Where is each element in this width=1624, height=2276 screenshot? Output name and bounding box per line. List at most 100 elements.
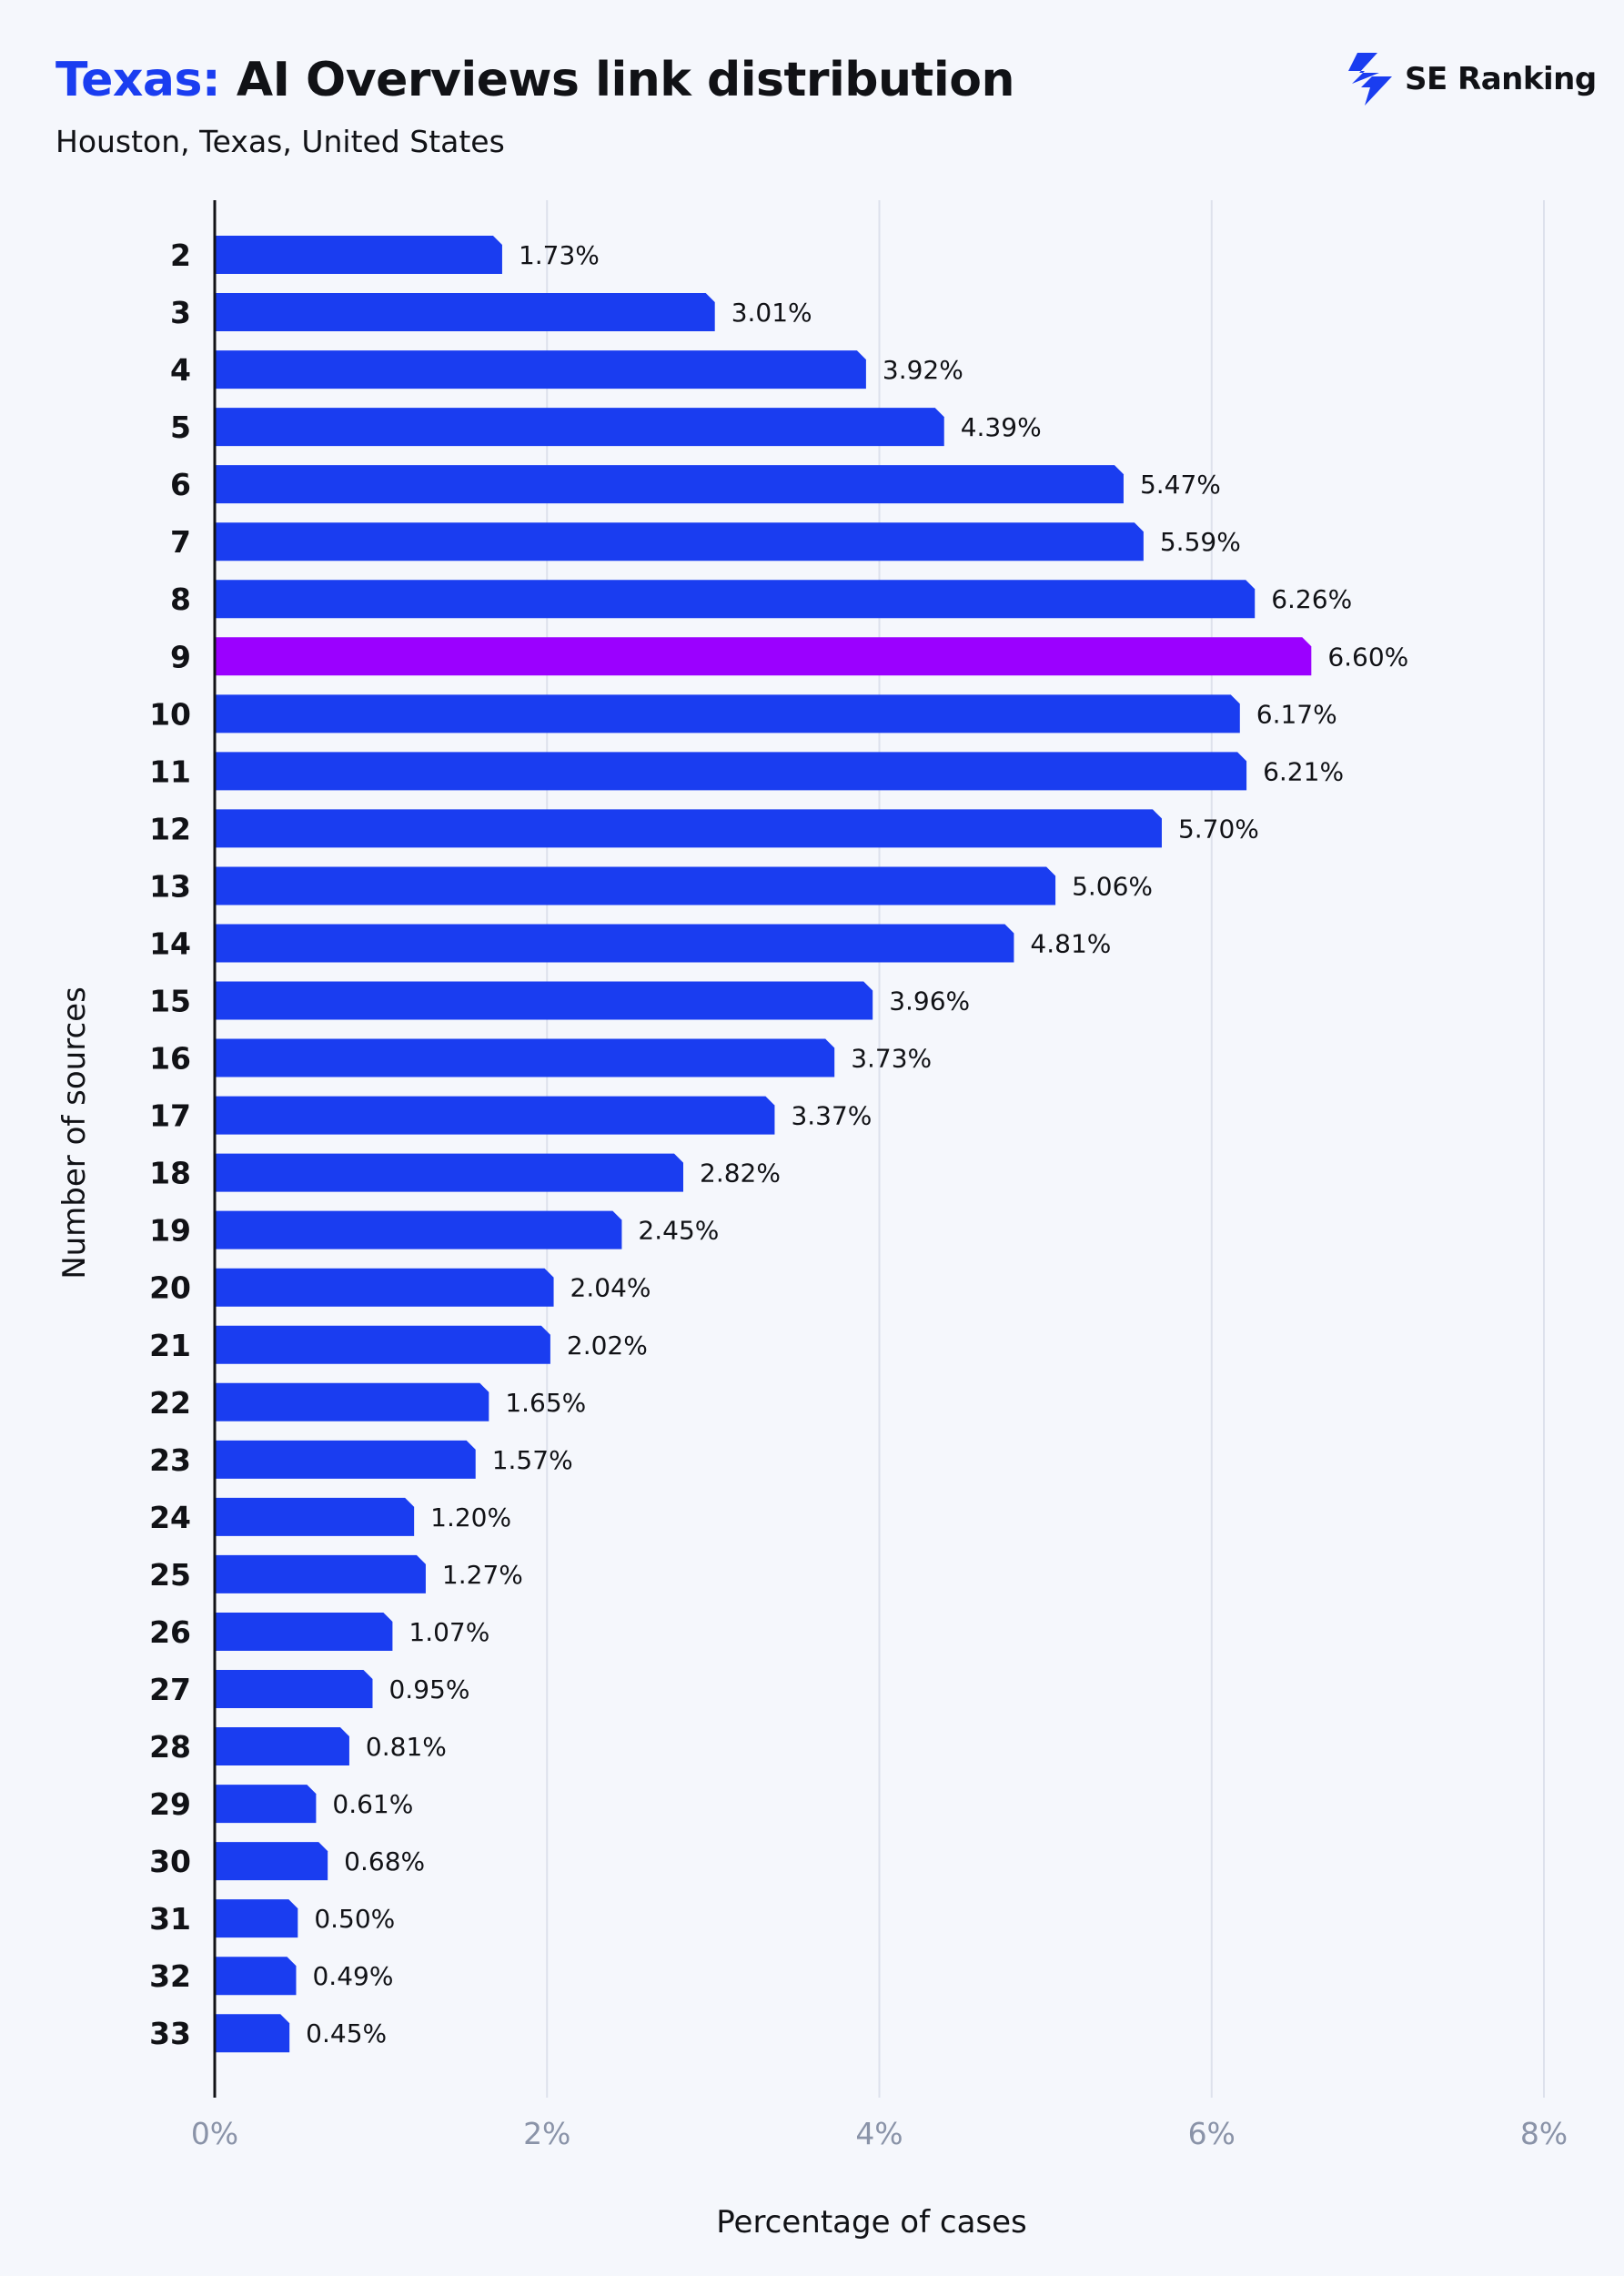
chart-title-accent: Texas: xyxy=(55,53,221,107)
category-label: 12 xyxy=(149,811,191,846)
data-label: 0.49% xyxy=(312,1961,393,1991)
category-label: 10 xyxy=(149,696,191,732)
category-label: 8 xyxy=(170,582,191,617)
category-label: 30 xyxy=(149,1844,191,1879)
data-label: 2.04% xyxy=(570,1273,651,1303)
bar xyxy=(215,1727,349,1766)
x-tick-labels: 0% 2% 4% 6% 8% xyxy=(191,2116,1568,2151)
category-label: 27 xyxy=(149,1672,191,1707)
bar xyxy=(215,1268,554,1307)
data-label: 0.68% xyxy=(344,1846,425,1876)
bar xyxy=(215,752,1247,791)
data-label: 0.45% xyxy=(306,2018,387,2048)
category-label: 18 xyxy=(149,1156,191,1191)
bar xyxy=(215,1899,298,1938)
bar xyxy=(215,1153,684,1192)
data-label: 5.47% xyxy=(1140,470,1221,500)
bar xyxy=(215,1497,415,1536)
data-label: 6.60% xyxy=(1327,642,1408,672)
bar xyxy=(215,580,1256,619)
category-label: 5 xyxy=(170,410,191,445)
bar xyxy=(215,408,944,447)
data-label: 1.73% xyxy=(519,240,600,270)
data-label: 2.82% xyxy=(700,1158,781,1189)
data-label: 6.21% xyxy=(1263,756,1344,786)
bar xyxy=(215,1554,426,1593)
bar xyxy=(215,1440,476,1479)
bar xyxy=(215,924,1014,963)
category-label: 6 xyxy=(170,467,191,502)
bar xyxy=(215,1038,835,1077)
bar xyxy=(215,809,1162,848)
chart-title: Texas: AI Overviews link distribution xyxy=(55,53,1014,107)
bar xyxy=(215,1842,328,1881)
category-labels: 2345678910111213141516171819202122232425… xyxy=(149,238,191,2051)
data-label: 0.81% xyxy=(366,1732,447,1762)
category-label: 31 xyxy=(149,1901,191,1937)
bar xyxy=(215,1670,373,1708)
data-label: 6.26% xyxy=(1271,584,1352,614)
category-label: 14 xyxy=(149,926,191,961)
data-label: 1.65% xyxy=(505,1388,586,1418)
grid-lines xyxy=(546,200,1545,2098)
data-label: 6.17% xyxy=(1256,699,1337,729)
bar xyxy=(215,465,1124,504)
category-label: 15 xyxy=(149,984,191,1019)
bar xyxy=(215,2014,290,2053)
bar xyxy=(215,350,866,389)
category-label: 21 xyxy=(149,1328,191,1363)
data-label: 1.20% xyxy=(430,1502,511,1533)
data-label: 4.39% xyxy=(961,412,1042,442)
chart-subtitle: Houston, Texas, United States xyxy=(55,124,505,159)
data-label: 1.27% xyxy=(442,1560,523,1590)
bar xyxy=(215,1957,297,1996)
y-axis-title: Number of sources xyxy=(56,986,93,1280)
category-label: 33 xyxy=(149,2016,191,2051)
bar xyxy=(215,522,1144,561)
x-axis-title: Percentage of cases xyxy=(716,2204,1027,2241)
bar xyxy=(215,1382,489,1421)
category-label: 13 xyxy=(149,868,191,904)
bar xyxy=(215,981,873,1020)
bar xyxy=(215,1325,550,1364)
data-label: 1.57% xyxy=(492,1445,573,1475)
bar xyxy=(215,236,502,274)
data-label: 3.96% xyxy=(889,986,970,1017)
bar xyxy=(215,1096,775,1135)
category-label: 19 xyxy=(149,1213,191,1249)
bar xyxy=(215,1612,393,1651)
data-label: 1.07% xyxy=(409,1617,489,1647)
data-label: 0.95% xyxy=(388,1674,469,1704)
data-label: 3.37% xyxy=(791,1101,872,1131)
data-label: 2.02% xyxy=(567,1330,648,1361)
data-label: 5.06% xyxy=(1072,871,1153,901)
x-tick-label: 2% xyxy=(523,2116,570,2151)
category-label: 28 xyxy=(149,1729,191,1765)
data-label: 2.45% xyxy=(638,1216,719,1246)
category-label: 29 xyxy=(149,1786,191,1822)
bar xyxy=(215,637,1312,676)
data-label: 0.61% xyxy=(332,1789,413,1819)
data-label: 3.92% xyxy=(883,355,963,385)
category-label: 3 xyxy=(170,295,191,330)
category-label: 4 xyxy=(170,352,191,388)
value-labels: 1.73% 3.01% 3.92% 4.39% 5.47% 5.59% 6.26% 6.60%… xyxy=(306,240,1408,2048)
bar xyxy=(215,1210,622,1249)
chart-title-main: AI Overviews link distribution xyxy=(220,53,1015,107)
bar xyxy=(215,866,1056,905)
category-label: 23 xyxy=(149,1442,191,1478)
category-label: 11 xyxy=(149,754,191,789)
data-label: 3.73% xyxy=(851,1044,932,1074)
category-label: 20 xyxy=(149,1270,191,1306)
bar xyxy=(215,694,1240,733)
category-label: 26 xyxy=(149,1614,191,1650)
category-label: 32 xyxy=(149,1958,191,1994)
x-tick-label: 8% xyxy=(1520,2116,1568,2151)
data-label: 4.81% xyxy=(1030,928,1111,958)
data-label: 5.59% xyxy=(1160,527,1241,557)
bars xyxy=(215,236,1312,2053)
category-label: 25 xyxy=(149,1557,191,1593)
category-label: 2 xyxy=(170,238,191,273)
x-tick-label: 0% xyxy=(191,2116,238,2151)
brand-logo: SE Ranking xyxy=(1345,51,1597,107)
